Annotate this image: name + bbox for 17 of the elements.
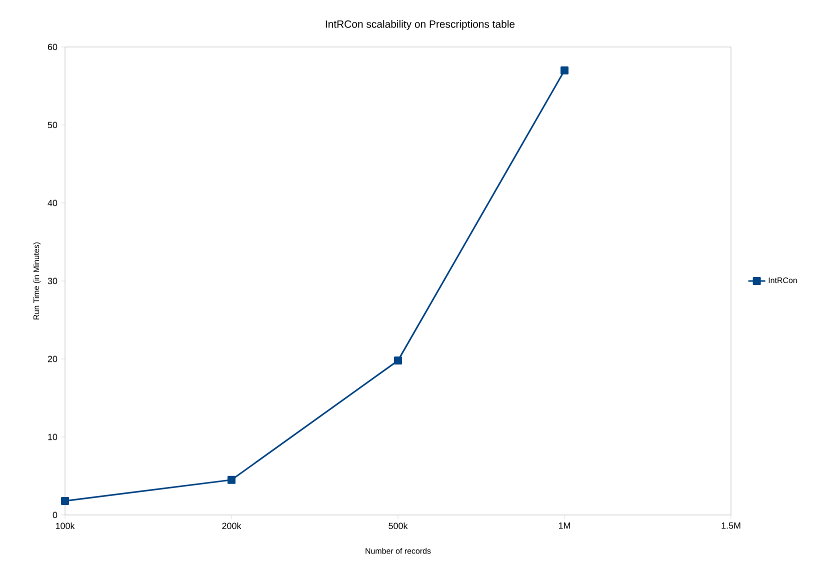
point [394,356,402,365]
y-tick-label: 60 [48,44,58,50]
y-tick-label: 20 [48,356,58,362]
x-tick-label: 1M [558,522,570,529]
chart-title: IntRCon scalability on Prescriptions table [326,20,515,30]
y-tick-label: 0 [52,512,58,518]
x-tick-label: 200k [222,522,242,530]
y-tick-label: 10 [48,434,58,440]
y-tick-label: 40 [48,200,58,206]
point [228,476,236,484]
x-tick-label: 1.5M [722,522,740,529]
y-tick-label: 50 [48,122,58,128]
x-tick-label: 100k [56,522,75,530]
point [560,66,569,74]
x-tick-label: 500k [388,522,408,530]
y-tick-label: 30 [48,278,58,284]
point [61,496,70,505]
